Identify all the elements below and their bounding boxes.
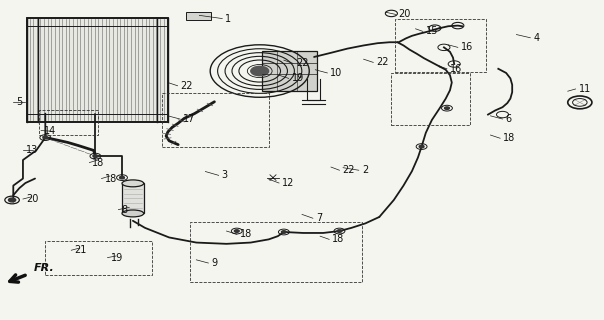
- Text: FR.: FR.: [34, 263, 54, 273]
- Circle shape: [8, 198, 16, 202]
- Text: 5: 5: [16, 97, 22, 108]
- Text: 2: 2: [362, 165, 368, 175]
- Text: 18: 18: [240, 229, 252, 239]
- Text: 10: 10: [330, 68, 342, 78]
- Bar: [45, 241, 152, 275]
- Text: 16: 16: [450, 64, 462, 74]
- Text: 22: 22: [181, 81, 193, 91]
- Circle shape: [281, 231, 286, 233]
- Bar: [186, 12, 211, 20]
- Circle shape: [419, 145, 424, 148]
- Text: 16: 16: [461, 42, 473, 52]
- Text: 18: 18: [104, 173, 117, 184]
- Circle shape: [93, 155, 98, 157]
- Text: 21: 21: [74, 245, 86, 255]
- Text: 13: 13: [26, 145, 38, 155]
- Circle shape: [120, 176, 124, 179]
- Text: 18: 18: [332, 234, 344, 244]
- Text: 22: 22: [376, 57, 389, 68]
- Circle shape: [337, 230, 342, 232]
- Ellipse shape: [122, 210, 144, 217]
- Text: 12: 12: [282, 178, 294, 188]
- Text: 3: 3: [222, 170, 228, 180]
- Text: 20: 20: [399, 9, 411, 20]
- Text: 20: 20: [26, 194, 38, 204]
- Bar: [27, 18, 168, 122]
- Text: 9: 9: [211, 258, 217, 268]
- Text: 14: 14: [44, 125, 56, 136]
- Text: 15: 15: [426, 26, 438, 36]
- Bar: [27, 18, 168, 122]
- Text: 19: 19: [111, 252, 123, 263]
- Text: 8: 8: [121, 204, 127, 215]
- Text: 11: 11: [579, 84, 591, 94]
- Text: 4: 4: [533, 33, 539, 43]
- Text: 1: 1: [225, 13, 231, 24]
- Text: 6: 6: [506, 114, 512, 124]
- Bar: [39, 110, 98, 135]
- Circle shape: [43, 136, 48, 139]
- Bar: [190, 222, 362, 282]
- Text: 7: 7: [316, 213, 322, 223]
- Text: 22: 22: [342, 165, 355, 175]
- Text: 17: 17: [183, 114, 195, 124]
- Bar: [122, 183, 144, 213]
- Text: 22: 22: [296, 58, 309, 68]
- Bar: [395, 19, 486, 72]
- Bar: [162, 93, 269, 147]
- Text: 18: 18: [92, 157, 104, 168]
- Circle shape: [251, 66, 269, 76]
- Circle shape: [445, 107, 449, 109]
- Bar: [391, 73, 470, 125]
- Ellipse shape: [122, 180, 144, 187]
- Text: 18: 18: [503, 133, 515, 143]
- Bar: [262, 51, 316, 91]
- Circle shape: [234, 230, 239, 232]
- Text: 19: 19: [292, 73, 304, 84]
